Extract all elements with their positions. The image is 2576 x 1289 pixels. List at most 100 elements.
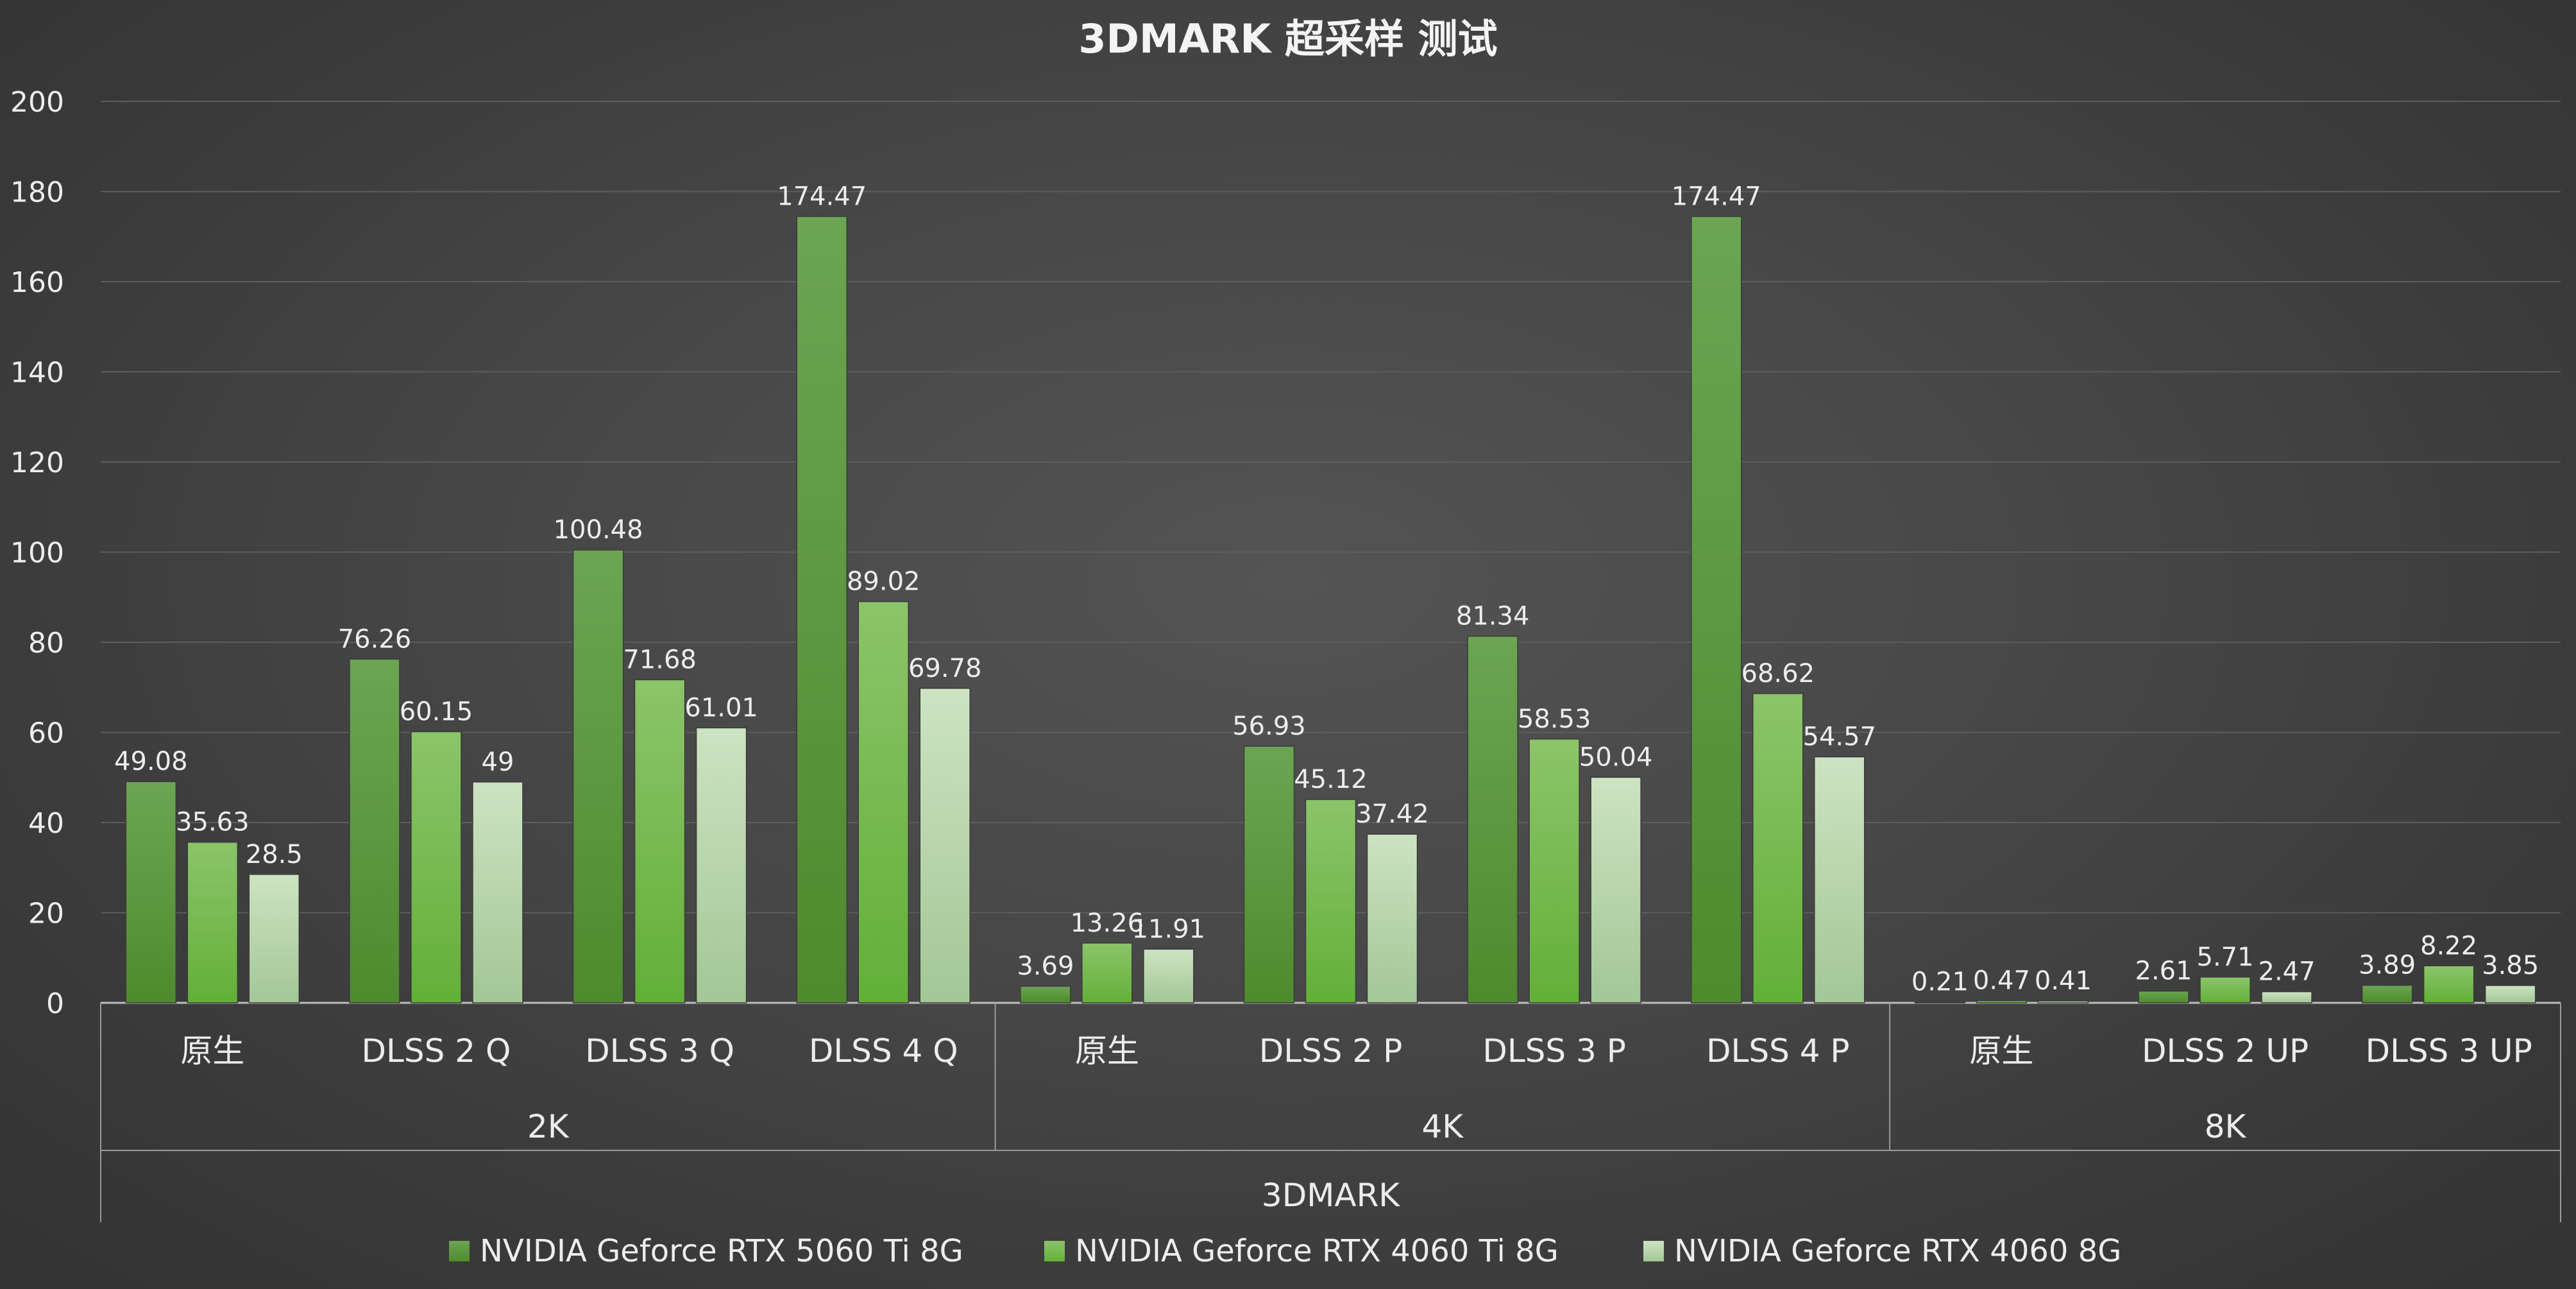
data-label: 3.69 (1017, 952, 1074, 981)
data-label: 60.15 (400, 697, 473, 726)
data-label: 28.5 (246, 840, 303, 869)
bar (1590, 776, 1641, 1003)
bar (1914, 1001, 1966, 1003)
bar (1691, 216, 1742, 1003)
category-label: DLSS 2 P (1259, 1032, 1403, 1070)
bar (349, 658, 400, 1003)
y-axis: 0 20 40 60 80 100 120 140 160 180 200 (10, 86, 64, 1020)
data-label: 0.47 (1973, 966, 2030, 996)
data-label: 174.47 (1672, 182, 1761, 211)
bar (1752, 693, 1804, 1003)
group-label: 8K (2205, 1108, 2247, 1145)
data-label: 2.47 (2258, 957, 2316, 987)
legend-label: NVIDIA Geforce RTX 4060 Ti 8G (1075, 1233, 1559, 1269)
data-label: 68.62 (1741, 659, 1815, 688)
data-labels: 49.08 35.63 28.5 76.26 60.15 49 100.48 71.68 61.… (114, 182, 2539, 996)
bar (1305, 799, 1357, 1003)
legend-swatch (449, 1241, 470, 1261)
data-label: 45.12 (1294, 765, 1368, 794)
data-label: 13.26 (1071, 909, 1144, 938)
bar (1467, 635, 1518, 1003)
group-label: 2K (527, 1108, 570, 1145)
data-label: 3.89 (2359, 951, 2416, 980)
data-label: 69.78 (908, 654, 982, 683)
bar (572, 549, 624, 1003)
data-label: 35.63 (176, 808, 250, 837)
bar (472, 781, 523, 1003)
y-tick-label: 60 (28, 717, 64, 750)
bar (2199, 977, 2251, 1003)
y-tick-label: 160 (10, 266, 64, 299)
category-label: DLSS 4 Q (809, 1032, 958, 1070)
data-label: 37.42 (1355, 799, 1429, 829)
y-tick-label: 100 (10, 537, 64, 570)
bar (2484, 985, 2536, 1003)
legend: NVIDIA Geforce RTX 5060 Ti 8G NVIDIA Gefo… (449, 1233, 2121, 1269)
bar (796, 216, 847, 1003)
top-group-label: 3DMARK (1262, 1177, 1400, 1214)
y-tick-label: 200 (10, 86, 64, 119)
data-label: 8.22 (2420, 931, 2477, 960)
category-label: DLSS 4 P (1706, 1032, 1850, 1070)
legend-label: NVIDIA Geforce RTX 5060 Ti 8G (480, 1233, 963, 1269)
bar (248, 874, 300, 1003)
bar (919, 688, 970, 1003)
data-label: 100.48 (554, 515, 643, 545)
bar (187, 841, 239, 1003)
bar (1529, 738, 1580, 1003)
data-label: 56.93 (1232, 712, 1306, 741)
bars (125, 216, 2536, 1003)
data-label: 0.21 (1911, 968, 1969, 997)
group-label: 4K (1422, 1108, 1464, 1145)
bar (634, 679, 686, 1003)
data-label: 49.08 (114, 747, 188, 776)
category-label: 原生 (180, 1032, 244, 1070)
data-label: 5.71 (2197, 943, 2254, 972)
legend-swatch (1643, 1241, 1664, 1261)
data-label: 2.61 (2135, 957, 2192, 986)
data-label: 49 (482, 747, 514, 777)
category-label: 原生 (1075, 1032, 1139, 1070)
y-tick-label: 180 (10, 176, 64, 209)
data-label: 174.47 (777, 182, 867, 211)
data-label: 76.26 (338, 624, 412, 654)
bar (1081, 943, 1133, 1003)
category-label: DLSS 3 Q (585, 1032, 734, 1070)
bar (1366, 833, 1418, 1003)
category-label: DLSS 2 Q (362, 1032, 511, 1070)
legend-swatch (1044, 1241, 1065, 1261)
category-label: DLSS 2 UP (2142, 1032, 2309, 1070)
legend-label: NVIDIA Geforce RTX 4060 8G (1674, 1233, 2121, 1269)
data-label: 54.57 (1803, 722, 1877, 752)
y-tick-label: 140 (10, 357, 64, 389)
bar (2361, 984, 2413, 1003)
y-tick-label: 0 (46, 987, 64, 1020)
y-tick-label: 20 (28, 898, 64, 930)
category-label: 原生 (1969, 1032, 2033, 1070)
y-tick-label: 40 (28, 807, 64, 840)
data-label: 89.02 (847, 567, 920, 597)
data-label: 3.85 (2482, 951, 2539, 980)
data-label: 0.41 (2035, 966, 2092, 996)
y-tick-label: 80 (28, 627, 64, 660)
category-label: DLSS 3 UP (2366, 1032, 2532, 1070)
data-label: 81.34 (1456, 602, 1530, 631)
bar (2423, 965, 2475, 1003)
data-label: 61.01 (684, 693, 758, 722)
bar (411, 731, 462, 1003)
bar (1243, 746, 1295, 1003)
chart-title: 3DMARK 超采样 测试 (1078, 15, 1497, 62)
category-label: DLSS 3 P (1482, 1032, 1626, 1070)
bar (2138, 990, 2189, 1003)
bar (2037, 1000, 2089, 1003)
bar (858, 601, 909, 1003)
bar (1976, 1000, 2028, 1003)
data-label: 58.53 (1518, 704, 1591, 734)
bar (1814, 756, 1865, 1003)
bar (695, 727, 747, 1003)
data-label: 50.04 (1579, 742, 1653, 772)
bar (1020, 986, 1071, 1003)
bar (125, 781, 177, 1003)
bar (1143, 948, 1194, 1003)
